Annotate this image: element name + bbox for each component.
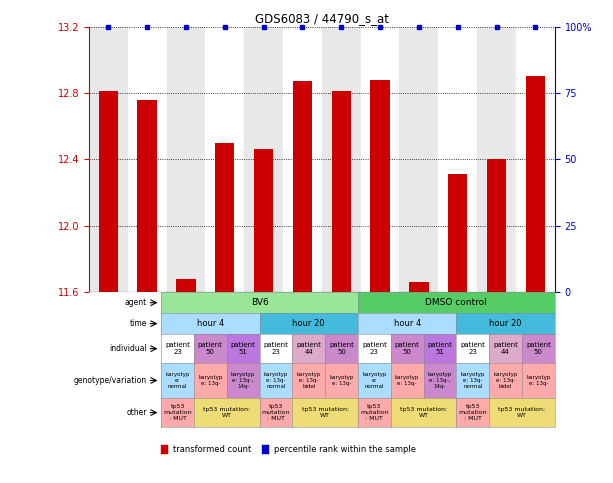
Text: hour 4: hour 4: [197, 319, 224, 328]
Text: patient
50: patient 50: [395, 342, 419, 355]
Text: patient
50: patient 50: [198, 342, 223, 355]
Text: hour 4: hour 4: [394, 319, 421, 328]
Bar: [322, 27, 360, 292]
Text: karyotyp
e: 13q-: karyotyp e: 13q-: [329, 375, 354, 386]
Bar: [448, 174, 467, 292]
Bar: [477, 27, 516, 292]
Text: time: time: [129, 319, 147, 328]
Bar: [137, 99, 157, 292]
Bar: [177, 279, 196, 292]
Bar: [332, 91, 351, 292]
Text: patient
23: patient 23: [165, 342, 190, 355]
Text: BV6: BV6: [251, 298, 268, 307]
Text: patient
23: patient 23: [264, 342, 288, 355]
Text: tp53 mutation:
WT: tp53 mutation: WT: [400, 407, 447, 418]
Text: DMSO control: DMSO control: [425, 298, 487, 307]
Title: GDS6083 / 44790_s_at: GDS6083 / 44790_s_at: [255, 13, 389, 26]
Text: karyotyp
e: 13q-
normal: karyotyp e: 13q- normal: [264, 372, 288, 389]
Bar: [360, 27, 400, 292]
Bar: [128, 27, 167, 292]
Bar: [283, 27, 322, 292]
Text: karyotyp
e: 13q-,
14q-: karyotyp e: 13q-, 14q-: [428, 372, 452, 389]
Text: patient
51: patient 51: [427, 342, 452, 355]
Text: patient
50: patient 50: [526, 342, 551, 355]
Text: genotype/variation: genotype/variation: [74, 376, 147, 385]
Bar: [516, 27, 555, 292]
Text: karyotyp
e: 13q-: karyotyp e: 13q-: [526, 375, 550, 386]
Bar: [487, 159, 506, 292]
Text: karyotyp
e: 13q-
normal: karyotyp e: 13q- normal: [460, 372, 485, 389]
Text: karyotyp
e:
normal: karyotyp e: normal: [166, 372, 189, 389]
Bar: [89, 27, 128, 292]
Text: tp53 mutation:
WT: tp53 mutation: WT: [498, 407, 546, 418]
Text: karyotyp
e:
normal: karyotyp e: normal: [362, 372, 387, 389]
Text: karyotyp
e: 13q-: karyotyp e: 13q-: [395, 375, 419, 386]
Text: individual: individual: [109, 344, 147, 353]
Bar: [254, 149, 273, 292]
Bar: [244, 27, 283, 292]
Text: transformed count: transformed count: [173, 445, 251, 454]
Bar: [400, 27, 438, 292]
Text: patient
51: patient 51: [230, 342, 256, 355]
Text: percentile rank within the sample: percentile rank within the sample: [274, 445, 416, 454]
Text: hour 20: hour 20: [292, 319, 325, 328]
Text: tp53 mutation:
WT: tp53 mutation: WT: [302, 407, 349, 418]
Text: patient
50: patient 50: [329, 342, 354, 355]
Bar: [205, 27, 244, 292]
Text: tp53
mutation
: MUT: tp53 mutation : MUT: [360, 404, 389, 421]
Bar: [370, 80, 390, 292]
Bar: [293, 81, 312, 292]
Text: karyotyp
e: 13q-
bidel: karyotyp e: 13q- bidel: [493, 372, 518, 389]
Bar: [215, 143, 234, 292]
Text: tp53
mutation
: MUT: tp53 mutation : MUT: [262, 404, 290, 421]
Text: patient
44: patient 44: [493, 342, 518, 355]
Bar: [525, 76, 545, 292]
Text: tp53
mutation
: MUT: tp53 mutation : MUT: [459, 404, 487, 421]
Bar: [438, 27, 477, 292]
Bar: [99, 91, 118, 292]
Text: patient
23: patient 23: [362, 342, 387, 355]
Text: hour 20: hour 20: [489, 319, 522, 328]
Bar: [167, 27, 205, 292]
Text: patient
23: patient 23: [460, 342, 485, 355]
Text: tp53 mutation:
WT: tp53 mutation: WT: [203, 407, 250, 418]
Text: agent: agent: [124, 298, 147, 307]
Text: karyotyp
e: 13q-: karyotyp e: 13q-: [198, 375, 223, 386]
Text: karyotyp
e: 13q-
bidel: karyotyp e: 13q- bidel: [297, 372, 321, 389]
Text: patient
44: patient 44: [296, 342, 321, 355]
Text: tp53
mutation
: MUT: tp53 mutation : MUT: [163, 404, 192, 421]
Text: karyotyp
e: 13q-,
14q-: karyotyp e: 13q-, 14q-: [231, 372, 255, 389]
Bar: [409, 282, 428, 292]
Text: other: other: [126, 408, 147, 417]
